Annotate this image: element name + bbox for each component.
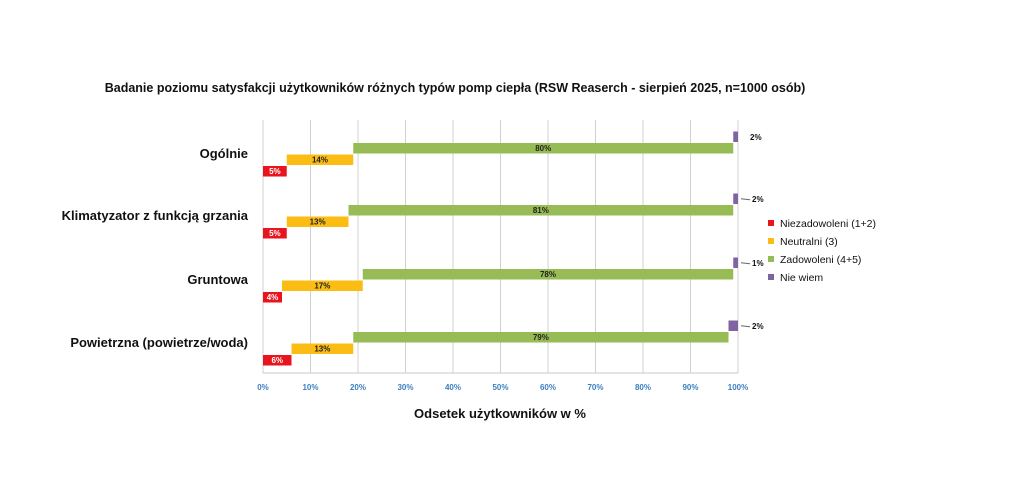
bar-segment bbox=[353, 143, 734, 154]
category-label: Powietrzna (powietrze/woda) bbox=[70, 335, 248, 350]
data-label: 17% bbox=[314, 282, 330, 291]
category-label: Klimatyzator z funkcją grzania bbox=[62, 208, 249, 223]
bar-segment bbox=[353, 332, 729, 343]
data-label: 2% bbox=[750, 133, 762, 142]
bar-segment bbox=[263, 292, 282, 303]
bar-segment bbox=[733, 193, 738, 204]
data-label: 14% bbox=[312, 156, 328, 165]
x-tick-label: 70% bbox=[587, 383, 603, 392]
category-label: Gruntowa bbox=[187, 272, 248, 287]
data-label: 2% bbox=[752, 195, 764, 204]
data-label: 5% bbox=[269, 167, 281, 176]
bar-segment bbox=[348, 205, 734, 216]
x-tick-label: 90% bbox=[682, 383, 698, 392]
data-label: 81% bbox=[533, 206, 549, 215]
x-tick-label: 80% bbox=[635, 383, 651, 392]
data-label: 13% bbox=[310, 218, 326, 227]
data-label: 79% bbox=[533, 333, 549, 342]
legend-label: Nie wiem bbox=[780, 272, 823, 284]
x-tick-label: 60% bbox=[540, 383, 556, 392]
bar-segment bbox=[291, 343, 354, 354]
category-label: Ogólnie bbox=[200, 146, 248, 161]
data-label: 78% bbox=[540, 270, 556, 279]
data-label: 13% bbox=[314, 345, 330, 354]
bar-segment bbox=[286, 154, 354, 165]
x-axis-title: Odsetek użytkowników w % bbox=[414, 406, 586, 421]
leader-line bbox=[740, 198, 751, 201]
bar-segment bbox=[286, 216, 349, 227]
data-label: 1% bbox=[752, 259, 764, 268]
legend-label: Niezadowoleni (1+2) bbox=[780, 218, 876, 230]
x-tick-label: 50% bbox=[492, 383, 508, 392]
legend-swatch bbox=[768, 274, 774, 280]
data-label: 6% bbox=[271, 356, 283, 365]
bar-segment bbox=[728, 320, 738, 331]
x-tick-label: 40% bbox=[445, 383, 461, 392]
bar-segment bbox=[263, 166, 287, 177]
bar-segment bbox=[282, 280, 363, 291]
bar-segment bbox=[263, 228, 287, 239]
bar-segment bbox=[733, 131, 738, 142]
bar-segment bbox=[362, 269, 734, 280]
x-tick-label: 0% bbox=[257, 383, 269, 392]
data-label: 2% bbox=[752, 322, 764, 331]
bar-segment bbox=[733, 257, 738, 268]
legend-swatch bbox=[768, 256, 774, 262]
legend-label: Neutralni (3) bbox=[780, 236, 838, 248]
data-label: 80% bbox=[535, 144, 551, 153]
bar-segment bbox=[263, 355, 292, 366]
x-tick-label: 30% bbox=[397, 383, 413, 392]
legend-swatch bbox=[768, 238, 774, 244]
chart-title: Badanie poziomu satysfakcji użytkowników… bbox=[105, 81, 806, 95]
x-tick-label: 10% bbox=[302, 383, 318, 392]
leader-line bbox=[740, 325, 751, 328]
data-label: 4% bbox=[267, 293, 279, 302]
x-tick-label: 100% bbox=[728, 383, 748, 392]
leader-line bbox=[740, 262, 751, 265]
legend-label: Zadowoleni (4+5) bbox=[780, 254, 861, 266]
legend-swatch bbox=[768, 220, 774, 226]
x-tick-label: 20% bbox=[350, 383, 366, 392]
data-label: 5% bbox=[269, 229, 281, 238]
